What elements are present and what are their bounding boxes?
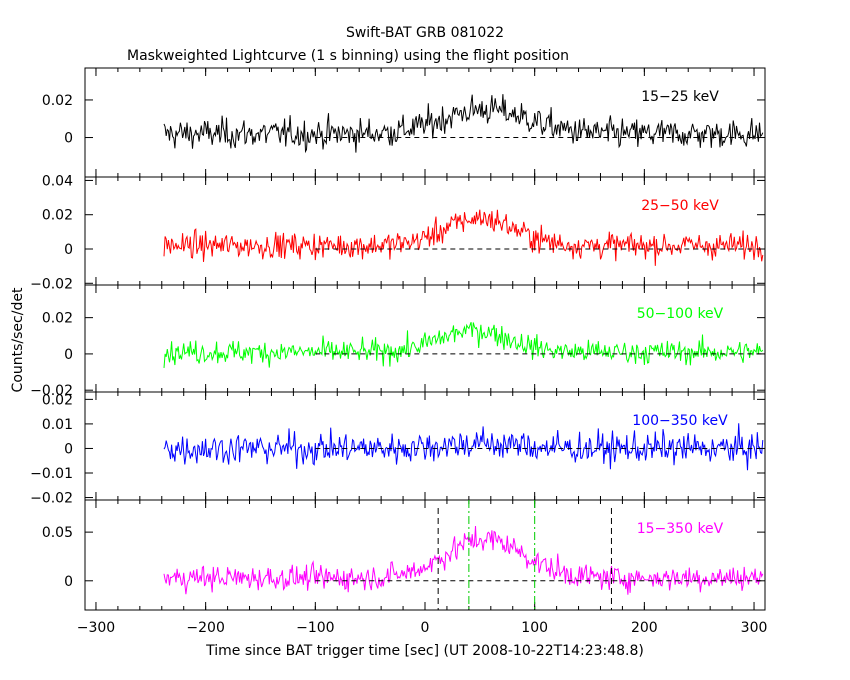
lightcurve-trace xyxy=(163,525,764,595)
x-tick-label: 100 xyxy=(521,620,548,636)
x-tick-label: −300 xyxy=(77,620,115,636)
panel-25-50-kev: −0.02 0 0.02 0.04 25−50 keV xyxy=(30,173,766,292)
y-tick-label: −0.01 xyxy=(30,466,73,482)
lightcurve-trace xyxy=(163,423,764,471)
y-tick-label: 0 xyxy=(64,131,73,147)
panel-frame xyxy=(84,176,766,286)
y-tick-label: 0.01 xyxy=(42,417,73,433)
y-axis-label: Counts/sec/det xyxy=(10,287,26,392)
panel-15-350-kev: 0 0.05 15−350 keV xyxy=(42,499,766,611)
x-tick-label: −100 xyxy=(296,620,334,636)
y-tick-label: 0.02 xyxy=(42,208,73,224)
y-tick-label: −0.02 xyxy=(30,491,73,507)
panel-50-100-kev: −0.02 0 0.02 50−100 keV xyxy=(30,284,766,399)
x-axis-label: Time since BAT trigger time [sec] (UT 20… xyxy=(205,643,644,659)
panel-frame xyxy=(84,499,766,611)
y-tick-label: 0 xyxy=(64,574,73,590)
y-tick-label: 0.05 xyxy=(42,525,73,541)
chart-subtitle: Maskweighted Lightcurve (1 s binning) us… xyxy=(127,48,569,64)
band-label: 50−100 keV xyxy=(637,306,724,322)
x-tick-label: 0 xyxy=(421,620,430,636)
y-tick-label: 0 xyxy=(64,347,73,363)
lightcurve-trace xyxy=(163,322,764,368)
panel-100-350-kev: −0.02 −0.01 0 0.01 0.02 100−350 keV xyxy=(30,391,766,507)
band-label: 25−50 keV xyxy=(641,198,719,214)
y-tick-label: 0.02 xyxy=(42,93,73,109)
x-tick-label: −200 xyxy=(186,620,224,636)
lightcurve-trace xyxy=(163,209,764,266)
y-tick-label: 0 xyxy=(64,441,73,457)
y-tick-label: −0.02 xyxy=(30,276,73,292)
y-tick-label: 0.02 xyxy=(42,311,73,327)
lightcurve-trace xyxy=(163,94,764,154)
x-tick-label: 200 xyxy=(631,620,658,636)
band-label: 15−25 keV xyxy=(641,89,719,105)
band-label: 100−350 keV xyxy=(632,413,728,429)
panel-15-25-kev: 0 0.02 15−25 keV xyxy=(42,67,766,178)
panel-frame xyxy=(84,284,766,393)
chart-title: Swift-BAT GRB 081022 xyxy=(346,25,504,41)
x-tick-label: 300 xyxy=(741,620,768,636)
y-tick-label: 0.02 xyxy=(42,392,73,408)
band-label: 15−350 keV xyxy=(637,521,724,537)
y-tick-label: 0 xyxy=(64,242,73,258)
y-tick-label: −0.02 xyxy=(30,383,73,399)
y-tick-label: 0.04 xyxy=(42,173,73,189)
